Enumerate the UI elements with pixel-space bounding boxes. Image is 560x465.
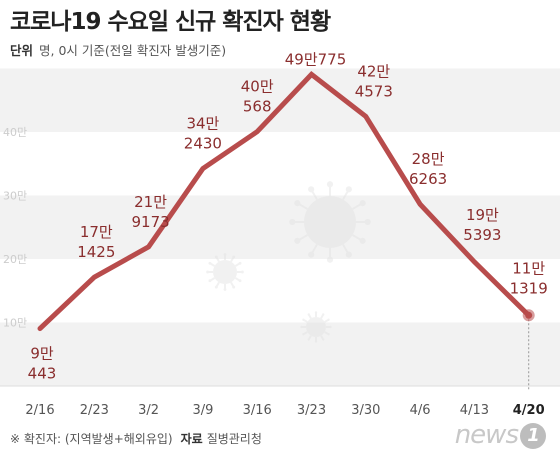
unit-label: 단위 xyxy=(10,43,34,58)
virus-spike-tip xyxy=(314,311,318,314)
x-tick-label: 3/30 xyxy=(351,403,380,418)
data-label: 42만 4573 xyxy=(355,62,393,100)
virus-spike-tip xyxy=(302,318,305,321)
y-tick-label: 40만 xyxy=(3,126,27,139)
virus-spike-tip xyxy=(232,285,236,289)
news1-logo: news 1 xyxy=(455,420,546,450)
x-tick-label: 4/13 xyxy=(460,403,489,418)
virus-spike-tip xyxy=(345,251,352,258)
virus-spike-tip xyxy=(327,318,330,321)
virus-icon xyxy=(206,253,244,291)
data-label: 9만 443 xyxy=(28,345,57,383)
virus-spike-tip xyxy=(214,285,218,289)
unit-note: 단위 명, 0시 기준(전일 확진자 발생기준) xyxy=(10,40,226,59)
unit-text: 명, 0시 기준(전일 확진자 발생기준) xyxy=(39,43,227,58)
data-label: 28만 6263 xyxy=(409,150,447,188)
virus-spike-tip xyxy=(314,340,318,343)
virus-spike-tip xyxy=(322,338,325,341)
chart-title: 코로나19 수요일 신규 확진자 현황 xyxy=(10,9,331,35)
x-tick-label: 3/2 xyxy=(138,403,159,418)
y-tick-label: 30만 xyxy=(3,190,27,203)
virus-spike-tip xyxy=(364,218,371,226)
x-tick-label: 4/20 xyxy=(513,403,545,418)
virus-spike-tip xyxy=(206,270,210,274)
x-tick-label: 3/23 xyxy=(297,403,326,418)
virus-spike-tip xyxy=(223,287,227,291)
virus-spike-tip xyxy=(240,270,244,274)
footnote: ※ 확진자: (지역발생+해외유입) xyxy=(10,432,173,446)
data-label: 17만 1425 xyxy=(77,223,115,261)
source-text: 질병관리청 xyxy=(206,432,262,446)
virus-body xyxy=(306,317,326,337)
data-label: 34만 2430 xyxy=(184,115,222,153)
footer-note: ※ 확진자: (지역발생+해외유입) 자료 질병관리청 xyxy=(10,430,262,447)
virus-spike-tip xyxy=(329,325,332,329)
virus-body xyxy=(304,196,356,248)
data-label: 19만 5393 xyxy=(463,206,501,244)
virus-spike-tip xyxy=(294,237,301,244)
virus-spike-tip xyxy=(308,186,315,193)
x-tick-label: 2/23 xyxy=(80,403,109,418)
virus-spike-tip xyxy=(345,186,352,193)
y-tick-label: 10만 xyxy=(3,317,27,330)
virus-spike-tip xyxy=(232,255,236,259)
virus-spike-tip xyxy=(307,338,310,341)
y-tick-label: 20만 xyxy=(3,253,27,266)
virus-spike-tip xyxy=(327,333,330,336)
data-label: 21만 9173 xyxy=(132,193,170,231)
virus-spike-tip xyxy=(208,261,212,265)
virus-spike-tip xyxy=(322,313,325,316)
logo-text: news xyxy=(454,420,519,450)
virus-spike-tip xyxy=(307,313,310,316)
virus-spike-tip xyxy=(359,200,366,207)
data-label: 49만775 xyxy=(285,50,347,68)
virus-icon xyxy=(289,181,371,263)
virus-spike-tip xyxy=(214,255,218,259)
virus-icon xyxy=(300,311,332,343)
virus-spike-tip xyxy=(289,218,296,226)
grid-band xyxy=(0,322,560,386)
virus-spike-tip xyxy=(208,279,212,283)
virus-spike-tip xyxy=(302,333,305,336)
grid-band xyxy=(0,68,560,132)
virus-spike-tip xyxy=(238,279,242,283)
virus-spike-tip xyxy=(223,253,227,257)
virus-spike-tip xyxy=(326,256,334,263)
data-point xyxy=(525,311,533,319)
x-tick-label: 3/9 xyxy=(192,403,213,418)
virus-spike-tip xyxy=(238,261,242,265)
virus-spike-tip xyxy=(359,237,366,244)
data-label: 40만 568 xyxy=(241,78,274,116)
source-label: 자료 xyxy=(180,432,203,446)
virus-spike-tip xyxy=(294,200,301,207)
logo-mark: 1 xyxy=(520,423,546,449)
series-line xyxy=(37,70,532,332)
grid-band xyxy=(0,195,560,259)
virus-body xyxy=(213,260,237,284)
x-tick-label: 4/6 xyxy=(410,403,431,418)
virus-spike-tip xyxy=(308,251,315,258)
data-label: 11만 1319 xyxy=(510,259,548,297)
virus-spike-tip xyxy=(300,325,303,329)
x-tick-label: 3/16 xyxy=(243,403,272,418)
x-tick-label: 2/16 xyxy=(25,403,54,418)
virus-spike-tip xyxy=(326,181,334,188)
